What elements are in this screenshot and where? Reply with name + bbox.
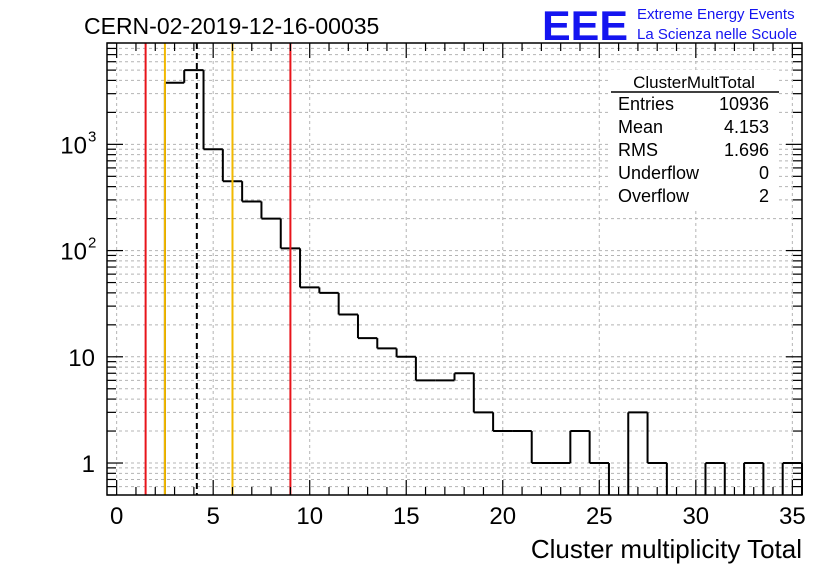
x-tick-label: 25 — [586, 503, 613, 530]
stats-row-value: 10936 — [719, 94, 769, 114]
eee-logo: EEE — [542, 2, 628, 49]
x-tick-label: 35 — [779, 503, 806, 530]
x-axis-title: Cluster multiplicity Total — [531, 534, 802, 564]
x-tick-label: 20 — [489, 503, 516, 530]
stats-row-value: 0 — [759, 163, 769, 183]
org-name: Extreme Energy Events — [637, 6, 795, 23]
x-tick-label: 5 — [207, 503, 220, 530]
x-tick-label: 15 — [393, 503, 420, 530]
stats-row-label: RMS — [618, 140, 658, 160]
stats-rows: Entries 10936 Mean 4.153 RMS 1.696 Underflow 0 O… — [618, 94, 769, 206]
stats-row-value: 2 — [759, 186, 769, 206]
stats-row-label: Mean — [618, 117, 663, 137]
x-tick-label: 30 — [682, 503, 709, 530]
x-tick-label: 0 — [110, 503, 123, 530]
y-tick-label: 10 — [60, 132, 87, 159]
stats-row-label: Overflow — [618, 186, 690, 206]
y-tick-exponent: 2 — [88, 235, 96, 252]
y-tick-label: 10 — [68, 345, 95, 372]
org-tagline: La Scienza nelle Scuole — [637, 26, 797, 43]
run-title: CERN-02-2019-12-16-00035 — [84, 13, 379, 39]
y-tick-label: 1 — [82, 451, 95, 478]
axis-ticks — [107, 42, 802, 496]
stats-row-label: Entries — [618, 94, 674, 114]
stats-row-value: 1.696 — [724, 140, 769, 160]
marker-lines — [144, 43, 292, 495]
plot-frame — [106, 42, 803, 496]
y-tick-exponent: 3 — [88, 128, 96, 145]
stats-row-value: 4.153 — [724, 117, 769, 137]
stats-box-title: ClusterMultTotal — [633, 73, 755, 92]
stats-box: ClusterMultTotal Entries 10936 Mean 4.153 RM… — [611, 70, 779, 208]
stats-box-background — [611, 70, 779, 208]
x-tick-label: 10 — [296, 503, 323, 530]
y-tick-label: 10 — [60, 239, 87, 266]
stats-row-label: Underflow — [618, 163, 700, 183]
